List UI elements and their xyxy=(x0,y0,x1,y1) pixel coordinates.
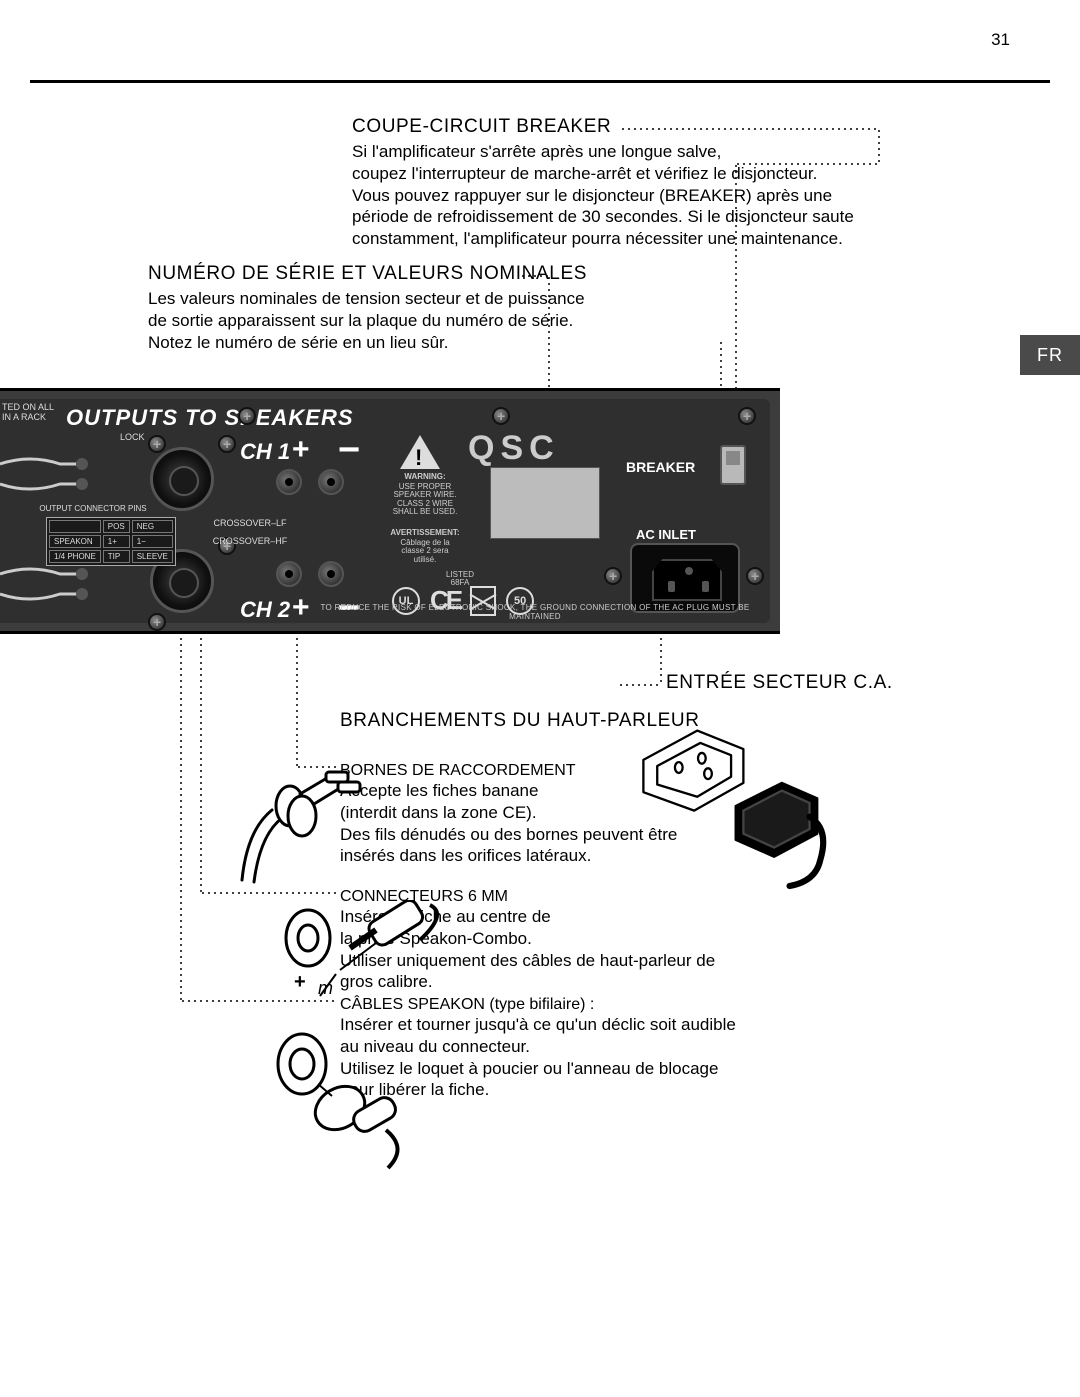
ch2-label: CH 2 xyxy=(240,597,290,623)
pins-neg: NEG xyxy=(132,520,173,533)
cable-drawing-icon xyxy=(0,579,90,609)
warning-title: WARNING: xyxy=(390,473,460,481)
callout-breaker-body: Si l'amplificateur s'arrête après une lo… xyxy=(352,141,912,250)
pins-r2b: TIP xyxy=(103,550,130,563)
pins-r1b: 1+ xyxy=(103,535,130,548)
callout-ac-inlet-heading: ENTRÉE SECTEUR C.A. xyxy=(666,672,893,694)
language-tab: FR xyxy=(1020,335,1080,375)
binding-post-red xyxy=(276,561,302,587)
lock-label-1: LOCK xyxy=(120,433,145,443)
screw-icon xyxy=(746,567,764,585)
shock-notice: TO REDUCE THE RISK OF ELECTRONIC SHOCK, … xyxy=(300,604,770,621)
crossover-lf: CROSSOVER–LF xyxy=(210,519,290,529)
leader-acin-top xyxy=(720,340,722,388)
screw-icon xyxy=(238,407,256,425)
qsc-logo: QSC xyxy=(468,429,560,468)
leader-breaker-h xyxy=(620,128,880,130)
screw-icon xyxy=(148,613,166,631)
screw-icon xyxy=(604,567,622,585)
leader-serial-h xyxy=(520,275,550,277)
ac-socket xyxy=(652,559,722,601)
warning-triangle-icon xyxy=(400,435,440,469)
leader-acin-h xyxy=(618,684,662,686)
binding-post-red xyxy=(276,469,302,495)
callout-serial: NUMÉRO DE SÉRIE ET VALEURS NOMINALES Les… xyxy=(148,263,668,353)
crossover-hf: CROSSOVER–HF xyxy=(210,537,290,547)
callout-breaker: COUPE-CIRCUIT BREAKER Si l'amplificateur… xyxy=(352,116,912,250)
callout-breaker-heading: COUPE-CIRCUIT BREAKER xyxy=(352,116,912,138)
iec-plug-drawing xyxy=(628,716,828,896)
outputs-title: OUTPUTS TO SPEAKERS xyxy=(66,405,354,431)
screw-icon xyxy=(218,435,236,453)
header-rule xyxy=(30,80,1050,83)
rating-plate xyxy=(490,467,600,539)
leader-breaker-v1 xyxy=(878,128,880,163)
avert-title: AVERTISSEMENT: xyxy=(382,529,468,537)
page-number: 31 xyxy=(991,30,1010,50)
avert-body: Câblage de la classe 2 sera utilisé. xyxy=(388,539,462,564)
warning-body: USE PROPER SPEAKER WIRE. CLASS 2 WIRE SH… xyxy=(388,483,462,517)
leader-binding-v xyxy=(296,636,298,766)
callout-serial-body: Les valeurs nominales de tension secteur… xyxy=(148,288,668,353)
output-pins-label: OUTPUT CONNECTOR PINS xyxy=(38,505,148,514)
speakon-sub: CÂBLES SPEAKON (type bifilaire) : xyxy=(340,996,840,1014)
plus-icon: + xyxy=(292,433,310,467)
screw-icon xyxy=(148,435,166,453)
speakon-ch1 xyxy=(150,447,214,511)
binding-post-black xyxy=(318,469,344,495)
screw-icon xyxy=(738,407,756,425)
pins-r2c: SLEEVE xyxy=(132,550,173,563)
svg-text:+: + xyxy=(294,971,306,993)
breaker-label: BREAKER xyxy=(626,459,695,475)
pins-pos: POS xyxy=(103,520,130,533)
pins-r1c: 1− xyxy=(132,535,173,548)
leader-6mm-h xyxy=(200,892,336,894)
ch1-label: CH 1 xyxy=(240,439,290,465)
leader-6mm-v xyxy=(200,636,202,892)
leader-acin-v xyxy=(660,636,662,684)
speakon-drawing xyxy=(268,1030,418,1170)
leader-binding-h xyxy=(296,766,336,768)
minus-icon: − xyxy=(338,429,360,472)
amp-rear-panel: TED ON ALL IN A RACK OUTPUTS TO SPEAKERS… xyxy=(0,388,780,634)
callout-serial-heading: NUMÉRO DE SÉRIE ET VALEURS NOMINALES xyxy=(148,263,668,285)
screw-icon xyxy=(492,407,510,425)
leader-speakon-v xyxy=(180,636,182,1000)
breaker-switch xyxy=(720,445,746,485)
banana-plug-drawing xyxy=(232,770,402,890)
amp-face: TED ON ALL IN A RACK OUTPUTS TO SPEAKERS… xyxy=(0,399,770,623)
ac-inlet-label: AC INLET xyxy=(636,527,696,542)
rack-note: TED ON ALL IN A RACK xyxy=(2,403,54,423)
leader-breaker-h2 xyxy=(735,163,880,165)
pins-r1a: SPEAKON xyxy=(49,535,101,548)
binding-post-black xyxy=(318,561,344,587)
cable-drawing-icon xyxy=(0,469,90,499)
